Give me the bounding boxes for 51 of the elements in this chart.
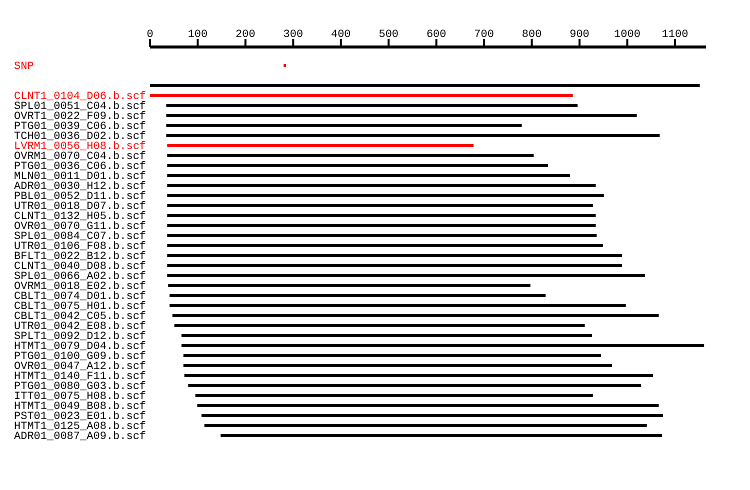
bar <box>182 344 704 347</box>
bar <box>172 314 659 317</box>
bar <box>167 184 596 187</box>
x-tick-label: 900 <box>570 29 590 41</box>
bar <box>167 264 622 267</box>
bar <box>168 284 530 287</box>
bar <box>174 324 585 327</box>
y-tick-label: SNP <box>14 61 34 73</box>
x-tick-label: 0 <box>146 29 154 41</box>
bar <box>166 104 578 107</box>
bar <box>167 214 596 217</box>
x-tick-label: 100 <box>188 29 208 41</box>
bar <box>184 374 654 377</box>
bar <box>188 384 642 387</box>
x-tick-label: 200 <box>236 29 256 41</box>
x-tick-label: 1000 <box>614 29 640 41</box>
bar <box>167 254 622 257</box>
bar <box>182 334 592 337</box>
x-tick-label: 500 <box>378 29 399 41</box>
x-tick-label: 800 <box>522 29 542 41</box>
bar <box>166 114 637 117</box>
bar <box>167 274 645 277</box>
bar <box>167 164 548 167</box>
x-tick-label: 400 <box>330 29 351 41</box>
bar <box>166 124 522 127</box>
bar <box>170 294 546 297</box>
bar <box>204 424 647 427</box>
bar <box>167 204 593 207</box>
y-tick-label: ADR01_0087_A09.b.scf <box>14 431 146 443</box>
x-tick-label: 1100 <box>662 29 688 41</box>
bar <box>166 134 660 137</box>
bar <box>167 234 597 237</box>
bar <box>167 174 570 177</box>
bar <box>167 154 534 157</box>
x-tick-label: 300 <box>283 29 304 41</box>
bar <box>202 414 664 417</box>
bar <box>167 244 603 247</box>
bar <box>195 394 593 397</box>
bar <box>167 224 596 227</box>
bar <box>150 84 700 87</box>
bar <box>167 144 474 147</box>
x-tick-label: 600 <box>426 29 446 41</box>
bar <box>167 194 604 197</box>
bar <box>284 64 286 67</box>
bar <box>183 364 612 367</box>
bar <box>220 434 662 437</box>
bar <box>150 94 573 97</box>
bar <box>183 354 602 357</box>
x-tick-label: 700 <box>474 29 494 41</box>
bar <box>197 404 659 407</box>
bar <box>170 304 626 307</box>
